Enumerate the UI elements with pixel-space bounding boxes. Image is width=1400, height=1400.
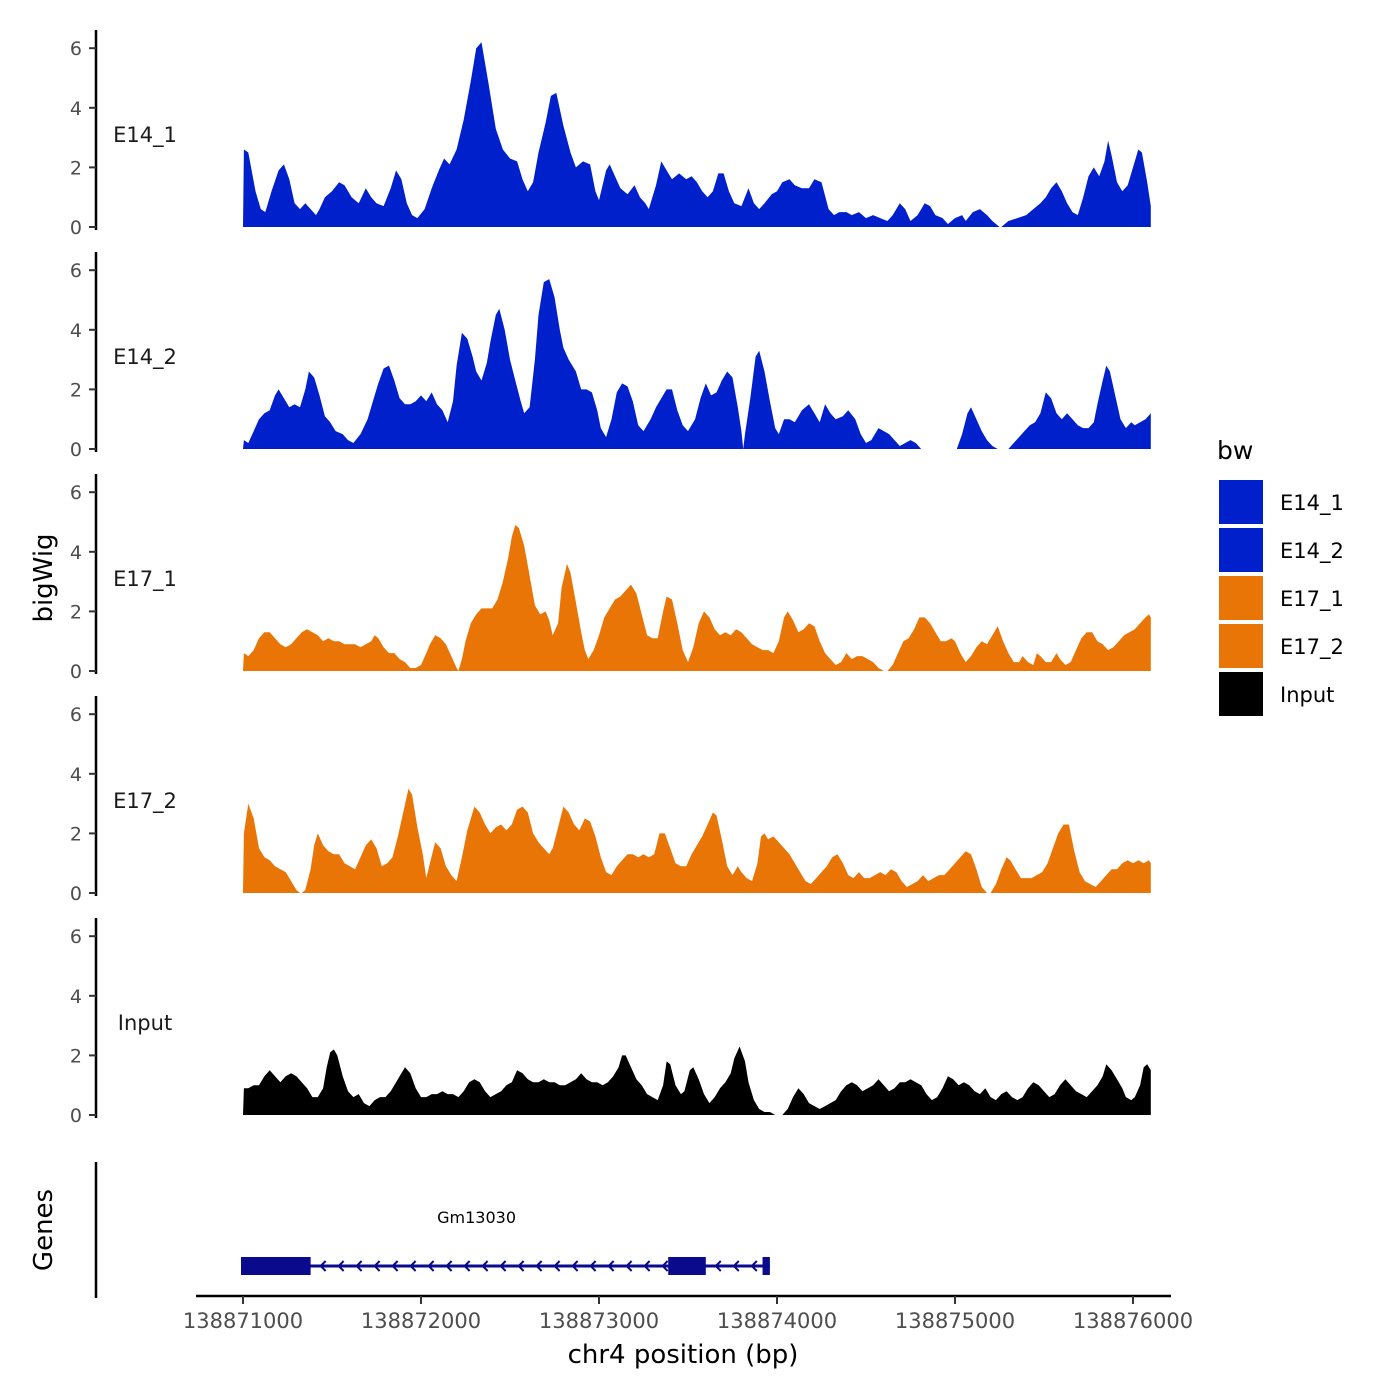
strand-arrow	[643, 1260, 651, 1272]
track-label: Input	[118, 1011, 172, 1035]
strand-arrow	[714, 1260, 722, 1272]
y-tick-label: 6	[70, 926, 82, 948]
strand-arrow	[607, 1260, 615, 1272]
track-e14-2: 0 2 4 6 E14_2	[70, 252, 1151, 461]
legend-label: E17_1	[1280, 587, 1344, 612]
legend-label: E14_2	[1280, 539, 1344, 564]
track-e14-1: 0 2 4 6 E14_1	[70, 30, 1151, 239]
strand-arrow	[535, 1260, 543, 1272]
genes-track: Genes Gm13030	[29, 1162, 770, 1298]
strand-arrow	[517, 1260, 525, 1272]
x-tick-label: 138871000	[183, 1309, 303, 1333]
strand-arrow	[625, 1260, 633, 1272]
y-tick-label: 4	[70, 542, 82, 564]
gene-name-label: Gm13030	[437, 1208, 516, 1227]
y-tick-label: 0	[70, 1105, 82, 1127]
gene-exon	[668, 1257, 706, 1275]
y-tick-label: 4	[70, 986, 82, 1008]
strand-arrow	[553, 1260, 561, 1272]
legend-item: E14_2	[1219, 528, 1344, 572]
y-tick-label: 2	[70, 379, 82, 401]
gene-model: Gm13030	[241, 1208, 770, 1275]
track-e17-1: 0 2 4 6 E17_1	[70, 474, 1151, 683]
coverage-area-e14-2	[243, 279, 1151, 449]
gene-exon	[762, 1257, 770, 1275]
y-tick-label: 6	[70, 38, 82, 60]
strand-arrow	[445, 1260, 453, 1272]
gene-exon	[241, 1257, 311, 1275]
y-tick-label: 6	[70, 704, 82, 726]
strand-arrow	[499, 1260, 507, 1272]
x-tick-label: 138875000	[895, 1309, 1015, 1333]
legend-key	[1219, 624, 1263, 668]
y-tick-label: 6	[70, 260, 82, 282]
y-tick-label: 0	[70, 439, 82, 461]
y-tick-label: 0	[70, 883, 82, 905]
x-tick-label: 138872000	[361, 1309, 481, 1333]
legend-item: E17_2	[1219, 624, 1344, 668]
track-e17-2: 0 2 4 6 E17_2	[70, 696, 1151, 905]
coverage-area-e17-1	[243, 525, 1151, 671]
track-label: E17_1	[113, 567, 177, 592]
coverage-area-input	[243, 1046, 1151, 1115]
genes-axis-title: Genes	[29, 1189, 59, 1271]
y-tick-label: 2	[70, 157, 82, 179]
coverage-tracks: 0 2 4 6 E14_1 0 2 4 6 E14_2 0 2 4 6 E17_1 0 2 4 6 E17_2 0 2 4 6…	[70, 30, 1151, 1127]
legend-title: bw	[1217, 436, 1253, 465]
x-tick-label: 138876000	[1073, 1309, 1193, 1333]
legend-item: E17_1	[1219, 576, 1344, 620]
strand-arrow	[427, 1260, 435, 1272]
track-label: E14_2	[113, 345, 177, 370]
y-tick-label: 4	[70, 98, 82, 120]
x-axis-title: chr4 position (bp)	[568, 1340, 799, 1370]
legend-item: Input	[1219, 672, 1334, 716]
strand-arrow	[732, 1260, 740, 1272]
legend: bw E14_1 E14_2 E17_1 E17_2 Input	[1217, 436, 1344, 716]
strand-arrow	[391, 1260, 399, 1272]
track-label: E14_1	[113, 123, 177, 148]
y-tick-label: 0	[70, 661, 82, 683]
legend-key	[1219, 576, 1263, 620]
y-tick-label: 2	[70, 1045, 82, 1067]
legend-label: E14_1	[1280, 491, 1344, 516]
y-tick-label: 4	[70, 320, 82, 342]
strand-arrow	[337, 1260, 345, 1272]
legend-item: E14_1	[1219, 480, 1344, 524]
legend-key	[1219, 672, 1263, 716]
legend-key	[1219, 480, 1263, 524]
y-tick-label: 2	[70, 823, 82, 845]
x-tick-label: 138873000	[539, 1309, 659, 1333]
strand-arrow	[481, 1260, 489, 1272]
strand-arrow	[571, 1260, 579, 1272]
x-axis: 138871000 138872000 138873000 138874000 1388…	[183, 1294, 1193, 1370]
strand-arrow	[409, 1260, 417, 1272]
strand-arrow	[463, 1260, 471, 1272]
strand-arrow	[661, 1260, 669, 1272]
coverage-area-e14-1	[243, 42, 1151, 228]
y-tick-label: 6	[70, 482, 82, 504]
legend-key	[1219, 528, 1263, 572]
y-axis-title: bigWig	[29, 533, 59, 622]
y-tick-label: 0	[70, 217, 82, 239]
y-tick-label: 2	[70, 601, 82, 623]
strand-arrow	[589, 1260, 597, 1272]
strand-arrow	[355, 1260, 363, 1272]
strand-arrow	[319, 1260, 327, 1272]
track-label: E17_2	[113, 789, 177, 814]
x-tick-label: 138874000	[717, 1309, 837, 1333]
legend-label: E17_2	[1280, 635, 1344, 660]
coverage-area-e17-2	[243, 788, 1151, 893]
legend-label: Input	[1280, 683, 1334, 707]
track-input: 0 2 4 6 Input	[70, 918, 1151, 1127]
strand-arrow	[750, 1260, 758, 1272]
y-tick-label: 4	[70, 764, 82, 786]
strand-arrow	[373, 1260, 381, 1272]
